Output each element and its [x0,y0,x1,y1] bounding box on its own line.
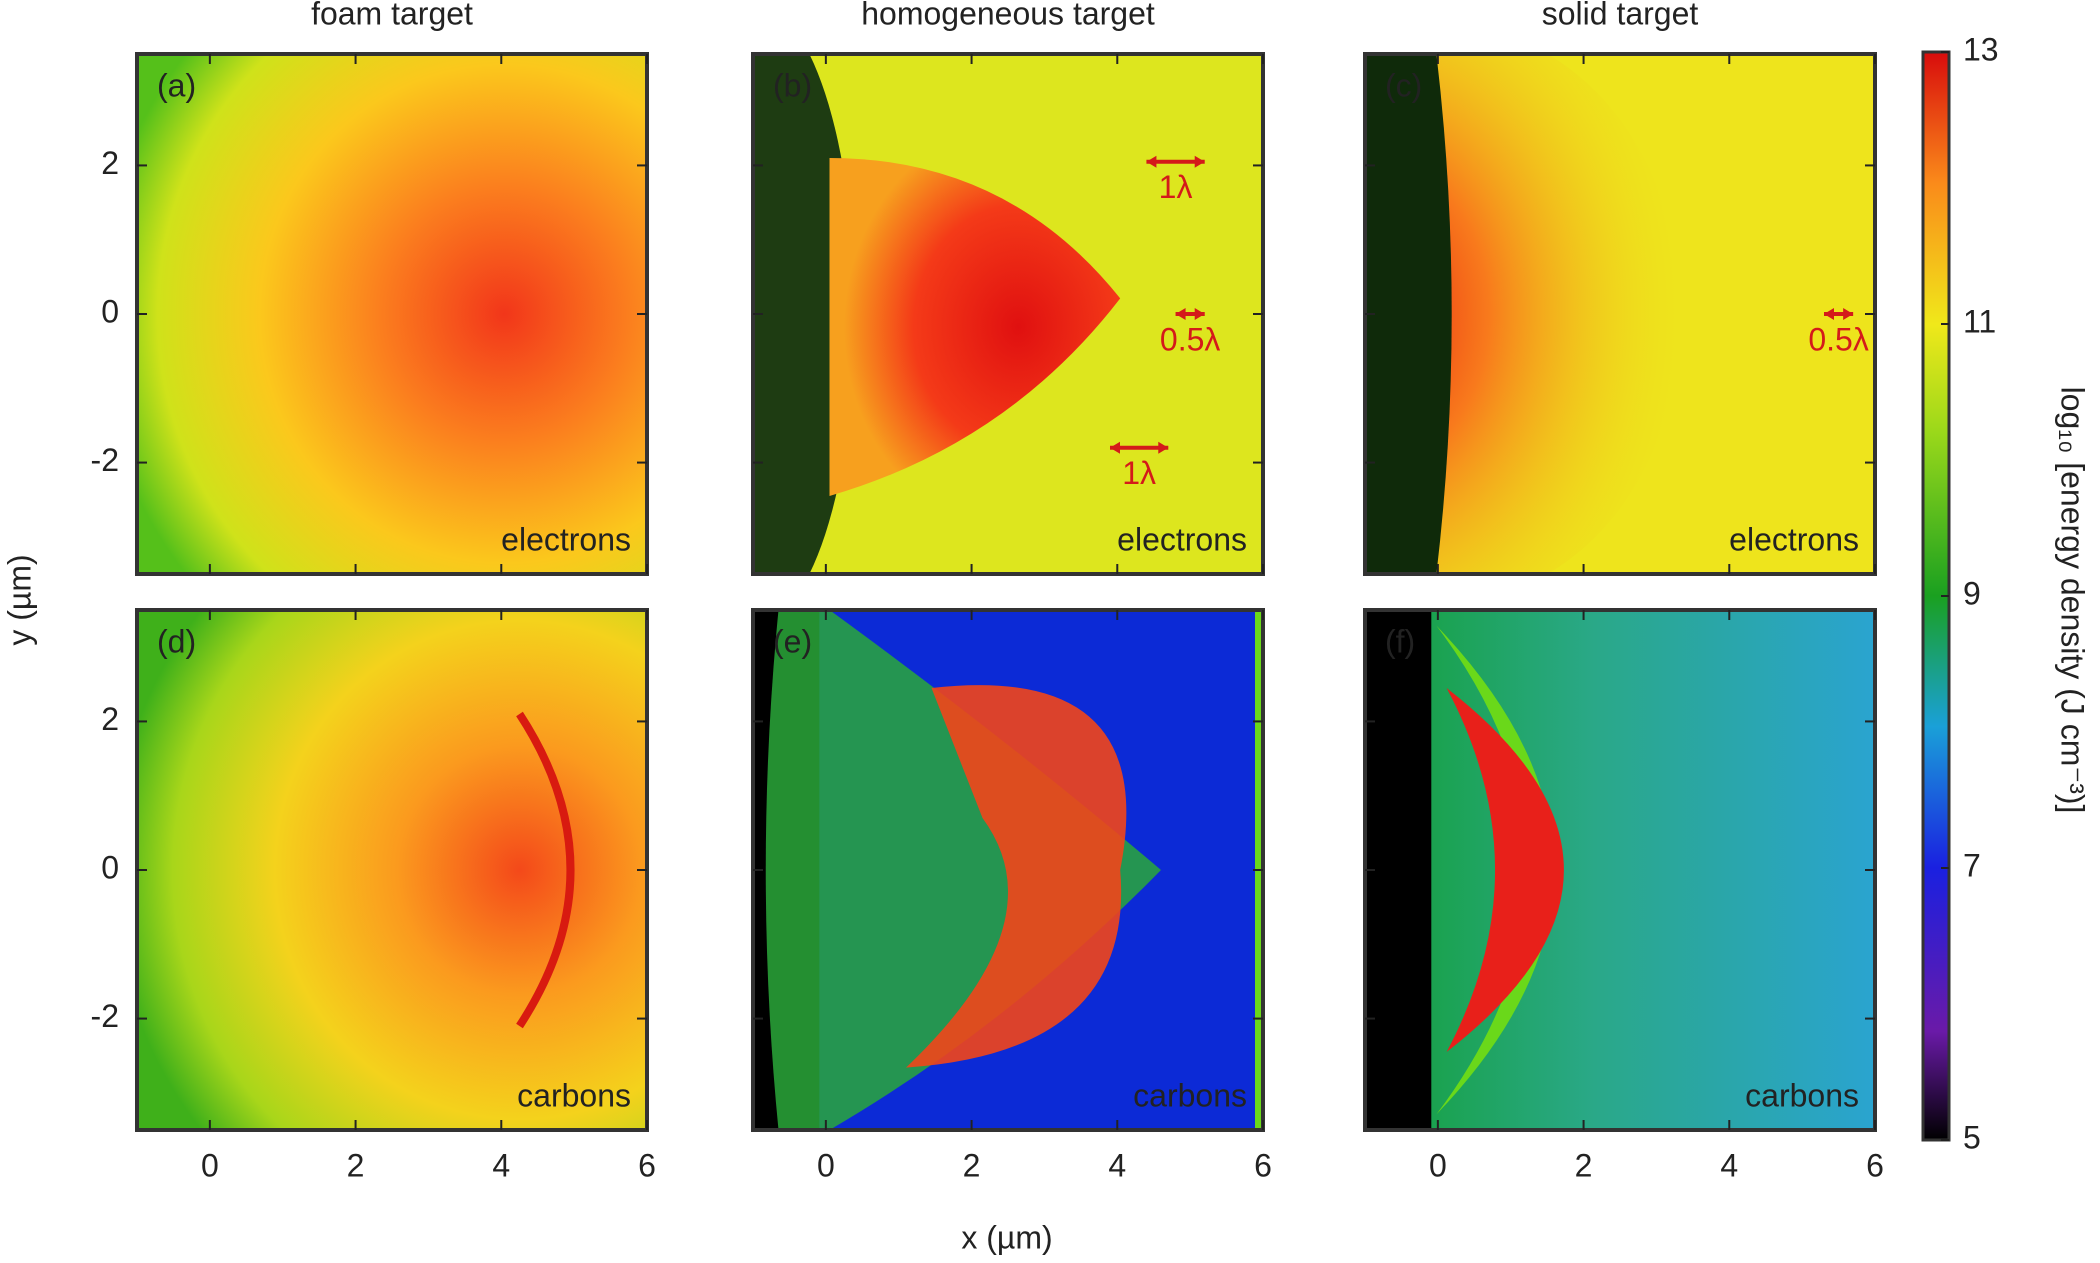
heatmap [1365,610,1875,1130]
x-tick-label: 0 [201,1147,219,1183]
species-label: carbons [517,1077,631,1113]
heatmap-field [137,610,647,1130]
heatmap-region [1446,688,1564,1052]
heatmap-region [1436,625,1554,1115]
annotation-arrowhead [1824,308,1854,320]
y-tick-label: 2 [101,145,119,181]
annotation: 1λ [1159,169,1193,205]
species-label: electrons [1729,521,1859,557]
heatmap-region [906,685,1127,1068]
heatmap-region [765,610,1161,1130]
panel-label: (f) [1385,623,1415,659]
x-tick-label: 4 [1720,1147,1738,1183]
heatmap [137,54,647,574]
heatmap-field [1365,610,1875,1130]
x-tick-label: 6 [638,1147,656,1183]
heatmap-field [137,54,647,574]
species-label: carbons [1745,1077,1859,1113]
x-tick-label: 4 [492,1147,510,1183]
heatmap [753,54,1263,574]
species-label: electrons [501,521,631,557]
y-tick-label: 0 [101,293,119,329]
colorbar-tick-label: 11 [1963,303,1996,339]
panel-label: (e) [773,623,812,659]
annotation: 0.5λ [1808,321,1868,357]
y-axis-label: y (µm) [1,554,37,645]
column-title: homogeneous target [861,0,1155,31]
heatmap-region [516,711,575,1029]
colorbar-tick-label: 9 [1963,575,1981,611]
colorbar-label: log₁₀ [energy density (J cm⁻³)] [2055,387,2091,814]
panel-label: (a) [157,67,196,103]
x-axis-label: x (µm) [961,1219,1052,1255]
heatmap [753,610,1263,1130]
x-tick-label: 0 [1429,1147,1447,1183]
x-tick-label: 6 [1254,1147,1272,1183]
heatmap [137,610,647,1130]
heatmap [1365,54,1875,574]
x-tick-label: 4 [1108,1147,1126,1183]
heatmap-region [1365,54,1452,574]
colorbar-tick-label: 7 [1963,847,1981,883]
species-label: carbons [1133,1077,1247,1113]
heatmap-region [829,158,1121,496]
x-tick-label: 0 [817,1147,835,1183]
x-tick-label: 2 [347,1147,365,1183]
heatmap-region [753,54,855,574]
y-tick-label: -2 [91,442,119,478]
species-label: electrons [1117,521,1247,557]
y-tick-label: 2 [101,701,119,737]
y-tick-label: 0 [101,849,119,885]
colorbar-tick-label: 5 [1963,1119,1981,1155]
column-title: solid target [1542,0,1699,31]
panel-label: (b) [773,67,812,103]
annotation-arrowhead [1175,308,1205,320]
x-tick-label: 2 [963,1147,981,1183]
panel-label: (d) [157,623,196,659]
annotation: 0.5λ [1160,321,1220,357]
x-tick-label: 6 [1866,1147,1884,1183]
column-title: foam target [311,0,473,31]
x-tick-label: 2 [1575,1147,1593,1183]
y-tick-label: -2 [91,998,119,1034]
annotation: 1λ [1122,455,1156,491]
panel-label: (c) [1385,67,1422,103]
colorbar-tick-label: 13 [1963,31,1999,67]
heatmap-region [1365,610,1432,1130]
